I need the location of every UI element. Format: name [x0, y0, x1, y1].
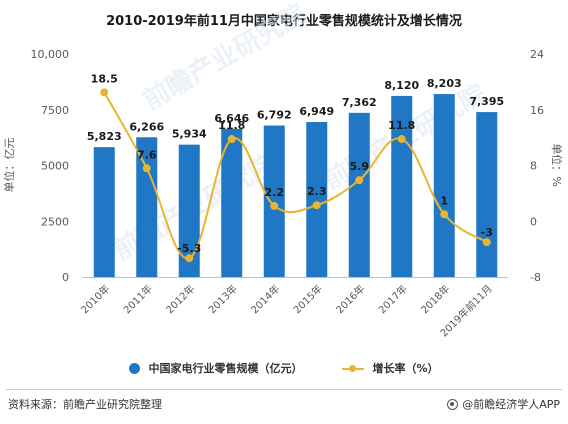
growth-point [355, 176, 364, 185]
chart-title: 2010-2019年前11月中国家电行业零售规模统计及增长情况 [106, 14, 462, 29]
bar [391, 95, 413, 277]
legend-line-label: 增长率（%） [372, 362, 439, 375]
legend-line-swatch [342, 363, 365, 374]
growth-value-label: 1 [440, 194, 448, 207]
bar-value-label: 6,792 [257, 109, 292, 122]
x-tick-label: 2011年 [121, 282, 155, 316]
brand-logo-icon [447, 398, 459, 410]
growth-point [482, 238, 491, 247]
growth-value-label: -5.3 [177, 242, 201, 255]
bar-value-label: 6,646 [214, 112, 249, 125]
growth-value-label: 18.5 [91, 72, 118, 85]
bar [178, 144, 200, 277]
y-right-tick-label: 0 [530, 215, 537, 228]
source-note: 资料来源：前瞻产业研究院整理 [8, 398, 162, 411]
bar-value-label: 6,266 [129, 120, 164, 133]
x-tick-label: 2014年 [248, 282, 282, 316]
bar-value-label: 7,395 [469, 95, 504, 108]
growth-value-label: 7.6 [137, 148, 157, 161]
x-tick-label: 2016年 [333, 282, 367, 316]
y-right-tick-label: 8 [530, 160, 537, 173]
bar [306, 122, 328, 278]
growth-value-label: 11.8 [388, 119, 415, 132]
x-tick-label: 2015年 [291, 282, 325, 316]
y-left-tick-label: 10,000 [31, 48, 70, 61]
y-right-axis-title: 单位：% [550, 143, 564, 186]
growth-value-label: 11.8 [218, 119, 245, 132]
bar [221, 128, 243, 277]
bar-value-label: 5,823 [87, 130, 122, 143]
y-right-tick-label: 16 [530, 104, 544, 117]
footer-divider [6, 389, 562, 390]
legend-bar-label: 中国家电行业零售规模（亿元） [148, 362, 303, 375]
watermark-text: 前瞻产业研究院 [138, 0, 311, 116]
bar [263, 125, 285, 278]
x-tick-label: 2017年 [376, 282, 410, 316]
bar [348, 112, 370, 278]
watermark: 前瞻产业研究院前瞻产业研究院前瞻产业研究院 [108, 0, 491, 266]
line-series [100, 88, 491, 263]
x-tick-label: 2018年 [418, 282, 452, 316]
bar [476, 112, 498, 278]
chart-svg: 前瞻产业研究院前瞻产业研究院前瞻产业研究院 0 2500 5000 7500 10,00… [2, 0, 564, 339]
legend: 中国家电行业零售规模（亿元） 增长率（%） [0, 360, 568, 376]
data-labels: 5,823 6,266 5,934 6,646 6,792 6,949 7,362 8,120… [87, 72, 504, 255]
bar-value-label: 8,203 [427, 77, 462, 90]
growth-value-label: -3 [481, 226, 493, 239]
legend-item-line[interactable]: 增长率（%） [342, 360, 439, 376]
growth-point [100, 88, 109, 97]
x-tick-label: 2010年 [78, 282, 112, 316]
brand-credit: @前瞻经济学人APP [447, 396, 560, 412]
y-left-axis-title: 单位：亿元 [2, 138, 16, 193]
bar-value-label: 5,934 [172, 128, 207, 141]
y-right-tick-label: -8 [530, 271, 541, 284]
growth-value-label: 2.2 [265, 186, 285, 199]
bar-series [93, 94, 498, 278]
growth-point [227, 135, 236, 144]
bar-value-label: 8,120 [384, 79, 419, 92]
legend-item-bar[interactable]: 中国家电行业零售规模（亿元） [129, 360, 302, 376]
y-left-tick-label: 0 [62, 271, 69, 284]
growth-point [185, 254, 194, 263]
growth-point [270, 201, 279, 210]
bar-value-label: 7,362 [342, 96, 377, 109]
growth-point [142, 164, 151, 173]
bar [136, 137, 158, 277]
x-tick-label: 2013年 [206, 282, 240, 316]
growth-value-label: 5.9 [350, 160, 370, 173]
growth-point [312, 201, 321, 210]
growth-point [397, 135, 406, 144]
y-left-tick-label: 7500 [41, 104, 69, 117]
legend-bar-swatch [129, 362, 141, 374]
x-tick-label: 2012年 [163, 282, 197, 316]
growth-point [440, 210, 449, 219]
brand-text: @前瞻经济学人APP [462, 398, 560, 411]
y-left-tick-label: 5000 [41, 160, 69, 173]
bar [93, 147, 115, 277]
y-right-tick-label: 24 [530, 48, 544, 61]
y-left-tick-label: 2500 [41, 215, 69, 228]
growth-value-label: 2.3 [307, 185, 327, 198]
bar-value-label: 6,949 [299, 105, 334, 118]
bar [433, 94, 455, 278]
